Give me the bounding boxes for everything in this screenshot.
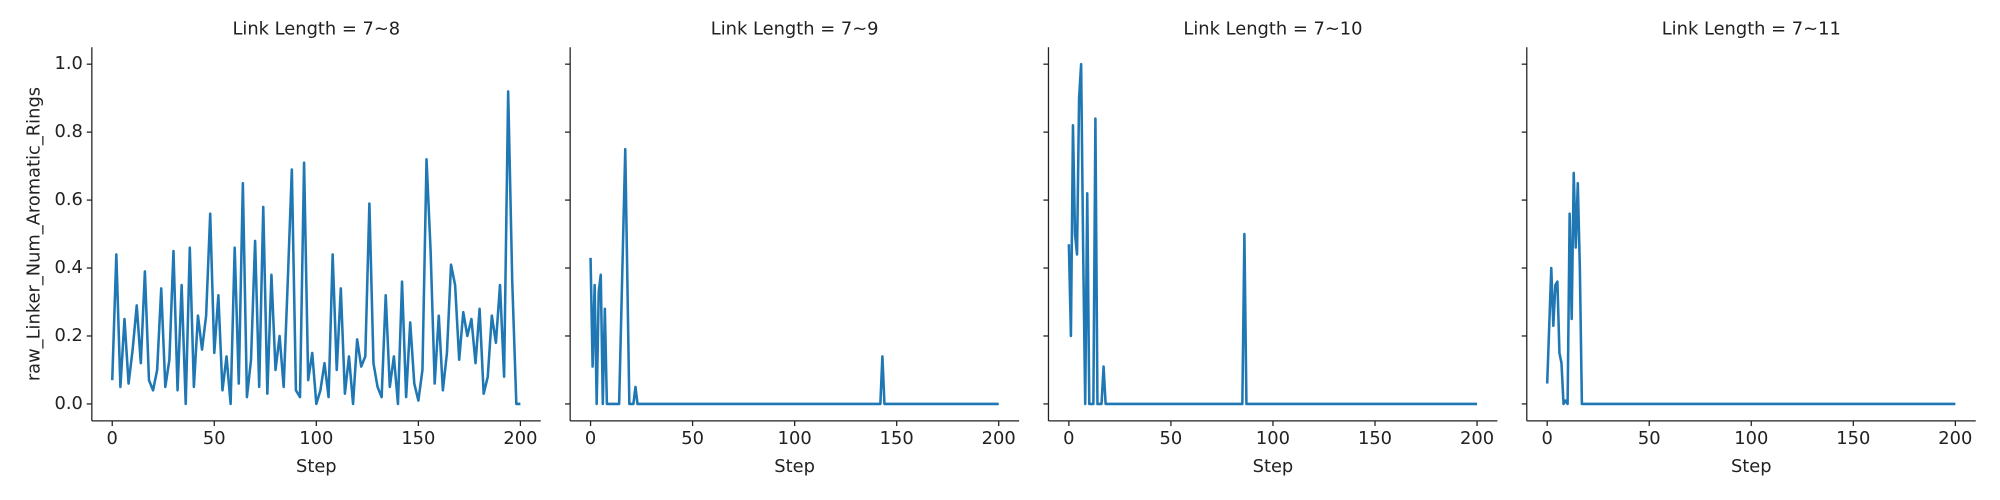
y-tick-label: 0.2 (55, 325, 83, 346)
data-line (1067, 62, 1478, 406)
x-tick-label: 0 (107, 428, 118, 449)
x-tick-label: 150 (880, 428, 914, 449)
y-tick-label: 0.8 (55, 121, 83, 142)
y-axis-label: raw_Linker_Num_Aromatic_Rings (23, 87, 44, 381)
x-tick-label: 100 (1734, 428, 1768, 449)
x-tick-label: 50 (1638, 428, 1661, 449)
y-tick-label: 0.6 (55, 189, 83, 210)
x-tick-label: 50 (1160, 428, 1183, 449)
x-axis-label: Step (1253, 456, 1294, 477)
panel-title: Link Length = 7~8 (232, 18, 400, 39)
x-axis-label: Step (1731, 456, 1772, 477)
y-tick-label: 1.0 (55, 53, 83, 74)
x-tick-label: 100 (778, 428, 812, 449)
x-tick-label: 50 (203, 428, 226, 449)
x-axis-label: Step (774, 456, 815, 477)
x-tick-label: 150 (1836, 428, 1870, 449)
y-tick-label: 0.0 (55, 393, 83, 414)
panel-title: Link Length = 7~9 (711, 18, 879, 39)
x-tick-label: 150 (401, 428, 435, 449)
panel-title: Link Length = 7~11 (1662, 18, 1841, 39)
x-tick-label: 0 (1063, 428, 1074, 449)
x-tick-label: 200 (503, 428, 537, 449)
x-tick-label: 0 (585, 428, 596, 449)
y-tick-label: 0.4 (55, 257, 83, 278)
x-tick-label: 100 (299, 428, 333, 449)
x-tick-label: 200 (1938, 428, 1972, 449)
x-tick-label: 150 (1358, 428, 1392, 449)
x-axis-label: Step (296, 456, 337, 477)
x-tick-label: 0 (1542, 428, 1553, 449)
data-line (589, 147, 999, 406)
data-line (110, 90, 521, 406)
x-tick-label: 200 (982, 428, 1016, 449)
x-tick-label: 50 (681, 428, 704, 449)
x-tick-label: 100 (1256, 428, 1290, 449)
data-line (1545, 171, 1956, 406)
panel-title: Link Length = 7~10 (1183, 18, 1362, 39)
x-tick-label: 200 (1460, 428, 1494, 449)
